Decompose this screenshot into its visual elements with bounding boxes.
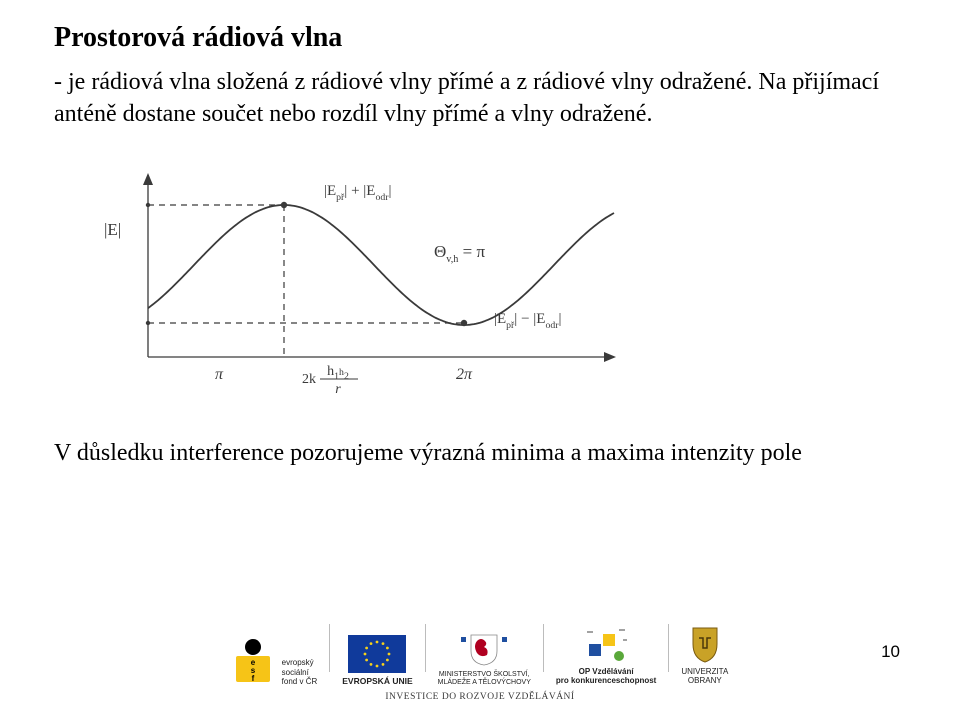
svg-text:r: r (335, 382, 341, 397)
msmt-logo: MINISTERSTVO ŠKOLSTVÍ, MLÁDEŽE A TĚLOVÝC… (438, 631, 531, 686)
svg-text:2π: 2π (456, 366, 473, 383)
uo-line2: OBRANY (681, 677, 728, 686)
eu-flag-icon (348, 635, 406, 673)
conclusion-text: V důsledku interference pozorujeme výraz… (54, 437, 906, 469)
paragraph-text: je rádiová vlna složená z rádiové vlny p… (54, 69, 879, 127)
esf-line1: evropský (282, 658, 318, 667)
body-paragraph: -je rádiová vlna složená z rádiové vlny … (54, 66, 906, 131)
esf-line3: fond v ČR (282, 677, 318, 686)
svg-text:f: f (251, 674, 254, 683)
svg-text:Θv,h = π: Θv,h = π (434, 242, 485, 265)
opvk-logo: OP Vzdělávání pro konkurenceschopnost (556, 628, 656, 686)
svg-text:|Epř| + |Eodr|: |Epř| + |Eodr| (324, 183, 391, 203)
opvk-line1: OP Vzdělávání (579, 667, 634, 676)
opvk-line2: pro konkurenceschopnost (556, 676, 656, 685)
eu-logo: EVROPSKÁ UNIE (342, 635, 412, 686)
invest-text: INVESTICE DO ROZVOJE VZDĚLÁVÁNÍ (232, 692, 729, 702)
uo-logo: UNIVERZITA OBRANY (681, 624, 728, 686)
opvk-icon (583, 628, 629, 664)
interference-figure: |E| |Epř| + |Eodr| Θv,h = π |Epř| − |Eodr| π… (54, 157, 906, 407)
footer-logos: e s f evropský sociální fond v ČR (0, 624, 960, 716)
eu-label: EVROPSKÁ UNIE (342, 676, 412, 686)
svg-text:2k: 2k (302, 372, 316, 387)
svg-text:|Epř| − |Eodr|: |Epř| − |Eodr| (494, 311, 561, 331)
esf-logo: e s f evropský sociální fond v ČR (232, 638, 318, 686)
esf-icon: e s f (232, 638, 274, 686)
msmt-line1: MINISTERSTVO ŠKOLSTVÍ, (438, 671, 531, 678)
svg-text:π: π (215, 366, 224, 383)
dash: - (54, 69, 62, 95)
uo-icon (685, 624, 725, 664)
msmt-icon (459, 631, 509, 667)
svg-text:|E|: |E| (104, 220, 121, 239)
esf-line2: sociální (282, 668, 318, 677)
page-title: Prostorová rádiová vlna (54, 22, 906, 54)
msmt-line2: MLÁDEŽE A TĚLOVÝCHOVY (438, 679, 531, 686)
